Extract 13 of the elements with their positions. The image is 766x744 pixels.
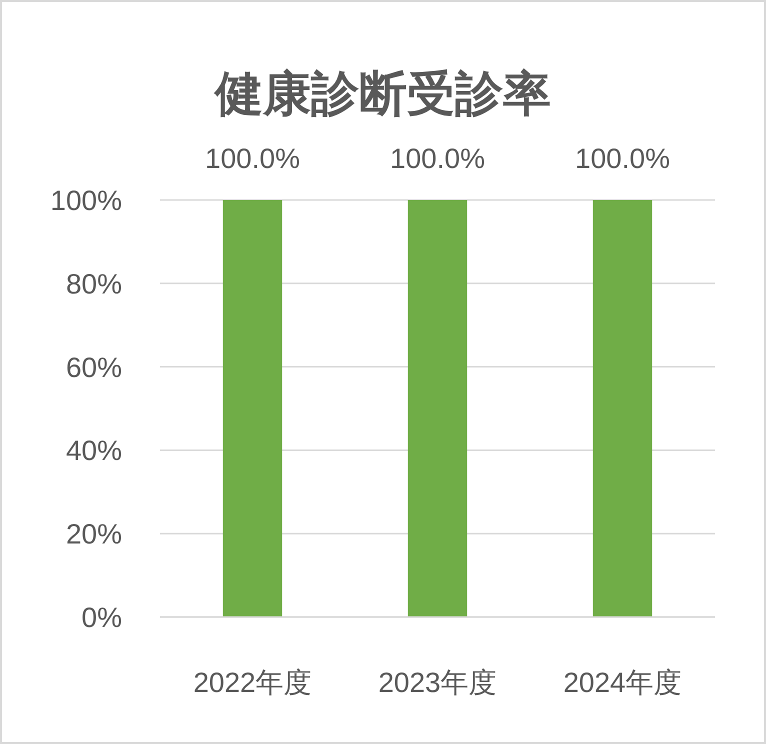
x-tick-label: 2022年度: [193, 667, 312, 698]
y-tick-label: 0%: [82, 602, 122, 633]
data-label: 100.0%: [390, 143, 485, 174]
x-tick-label: 2024年度: [563, 667, 682, 698]
data-label: 100.0%: [575, 143, 670, 174]
y-tick-label: 60%: [66, 352, 122, 383]
y-tick-label: 100%: [50, 185, 122, 216]
y-tick-label: 20%: [66, 518, 122, 550]
data-label: 100.0%: [205, 143, 300, 174]
y-tick-label: 80%: [66, 268, 122, 300]
chart-title: 健康診断受診率: [213, 68, 551, 121]
x-tick-label: 2023年度: [378, 667, 497, 698]
y-tick-label: 40%: [66, 435, 122, 466]
